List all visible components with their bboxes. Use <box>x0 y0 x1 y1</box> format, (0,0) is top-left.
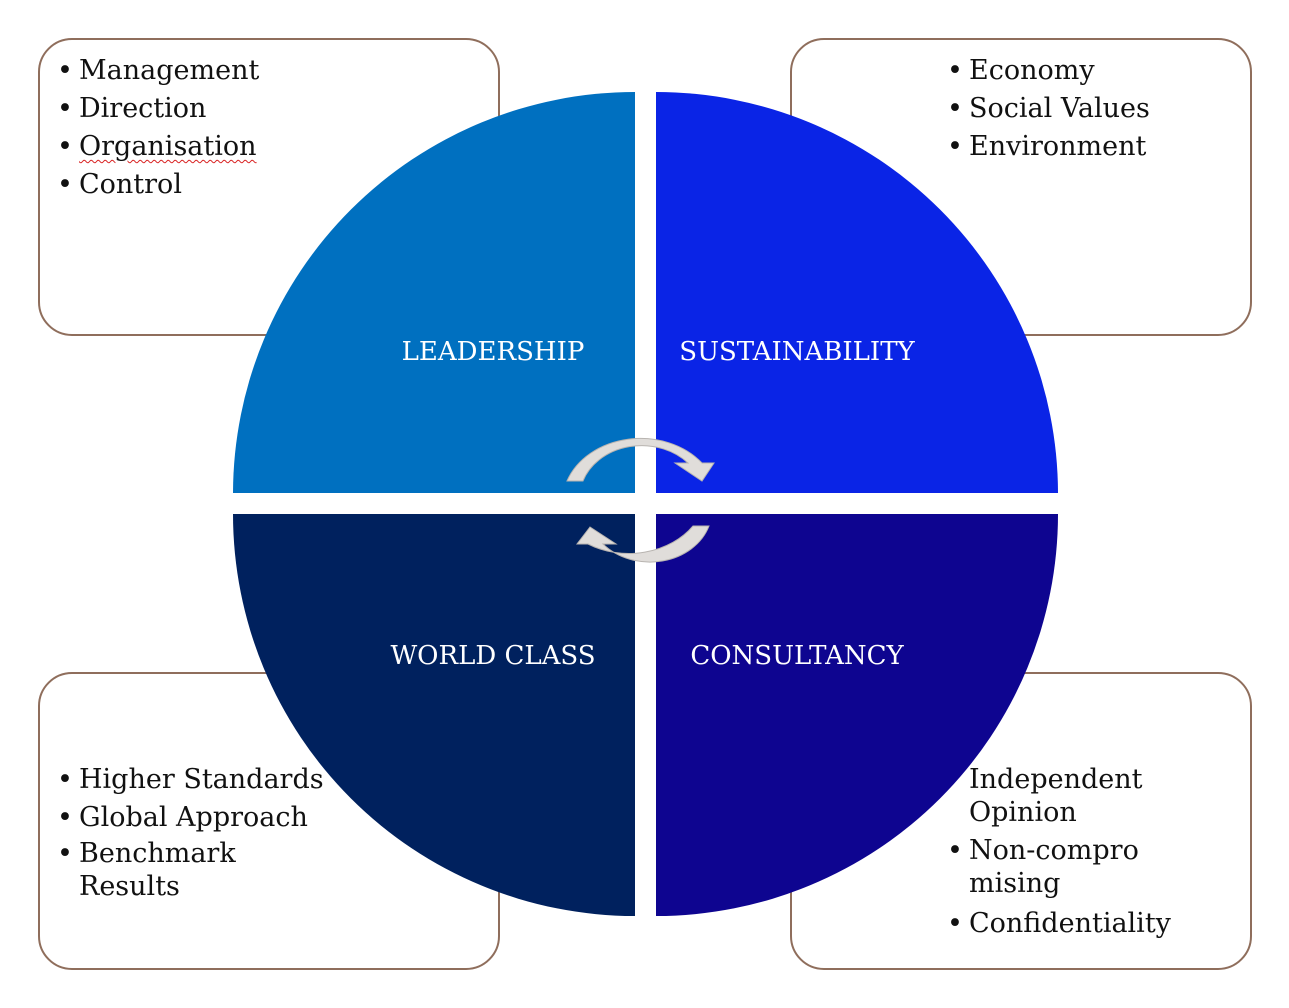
list-item: Social Values <box>947 90 1150 128</box>
consultancy-list: Independent Opinion Non-compromising Con… <box>947 763 1237 943</box>
leadership-list: Management Direction Organisation Contro… <box>57 52 259 204</box>
list-item: Benchmark Results <box>57 837 249 903</box>
world-class-list: Higher Standards Global Approach Benchma… <box>57 761 337 908</box>
list-item: Control <box>57 166 259 204</box>
world-class-quadrant <box>233 514 635 916</box>
cycle-arrow-top-icon <box>566 437 715 482</box>
consultancy-label: CONSULTANCY <box>690 641 904 671</box>
list-item: Confidentiality <box>947 905 1237 943</box>
leadership-label: LEADERSHIP <box>402 337 585 367</box>
list-item: Higher Standards <box>57 761 337 799</box>
list-item: Direction <box>57 90 259 128</box>
sustainability-label: SUSTAINABILITY <box>679 337 915 367</box>
list-item: Management <box>57 52 259 90</box>
world-class-label: WORLD CLASS <box>390 641 595 671</box>
cycle-arrow-bottom-icon <box>575 525 710 563</box>
list-item: Environment <box>947 128 1150 166</box>
list-item-text: Organisation <box>79 131 257 162</box>
list-item: Global Approach <box>57 799 337 837</box>
consultancy-quadrant <box>656 514 1058 916</box>
leadership-quadrant <box>233 92 635 493</box>
list-item: Non-compromising <box>947 834 1159 900</box>
sustainability-list: Economy Social Values Environment <box>947 52 1150 166</box>
list-item: Independent Opinion <box>969 764 1143 828</box>
sustainability-quadrant <box>656 92 1058 493</box>
list-item: Organisation <box>57 128 259 166</box>
list-item: Economy <box>947 52 1150 90</box>
